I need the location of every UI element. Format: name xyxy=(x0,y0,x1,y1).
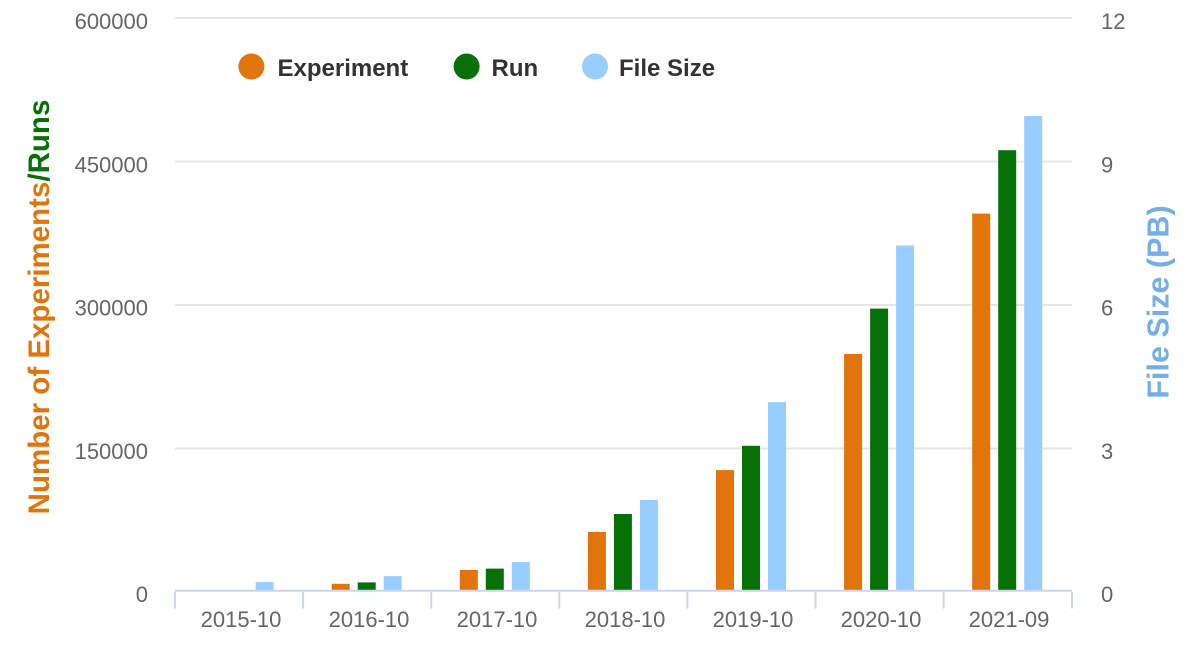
svg-text:Number of Experiments/Runs: Number of Experiments/Runs xyxy=(23,100,56,515)
svg-text:2019-10: 2019-10 xyxy=(713,607,794,632)
svg-text:3: 3 xyxy=(1101,439,1113,464)
svg-text:2021-09: 2021-09 xyxy=(969,607,1050,632)
svg-text:Experiment: Experiment xyxy=(278,55,409,82)
svg-text:2020-10: 2020-10 xyxy=(841,607,922,632)
svg-text:9: 9 xyxy=(1101,152,1113,177)
svg-text:File Size (PB): File Size (PB) xyxy=(1142,205,1176,398)
svg-text:2016-10: 2016-10 xyxy=(329,607,410,632)
svg-text:2015-10: 2015-10 xyxy=(201,607,282,632)
svg-text:2017-10: 2017-10 xyxy=(457,607,538,632)
svg-text:450000: 450000 xyxy=(75,152,148,177)
svg-text:0: 0 xyxy=(136,582,148,607)
svg-text:File Size: File Size xyxy=(619,55,715,82)
svg-text:6: 6 xyxy=(1101,296,1113,321)
svg-text:300000: 300000 xyxy=(75,296,148,321)
svg-text:600000: 600000 xyxy=(75,9,148,34)
svg-text:150000: 150000 xyxy=(75,439,148,464)
svg-text:0: 0 xyxy=(1101,582,1113,607)
svg-text:Run: Run xyxy=(492,55,539,82)
svg-text:12: 12 xyxy=(1101,9,1125,34)
svg-text:2018-10: 2018-10 xyxy=(585,607,666,632)
